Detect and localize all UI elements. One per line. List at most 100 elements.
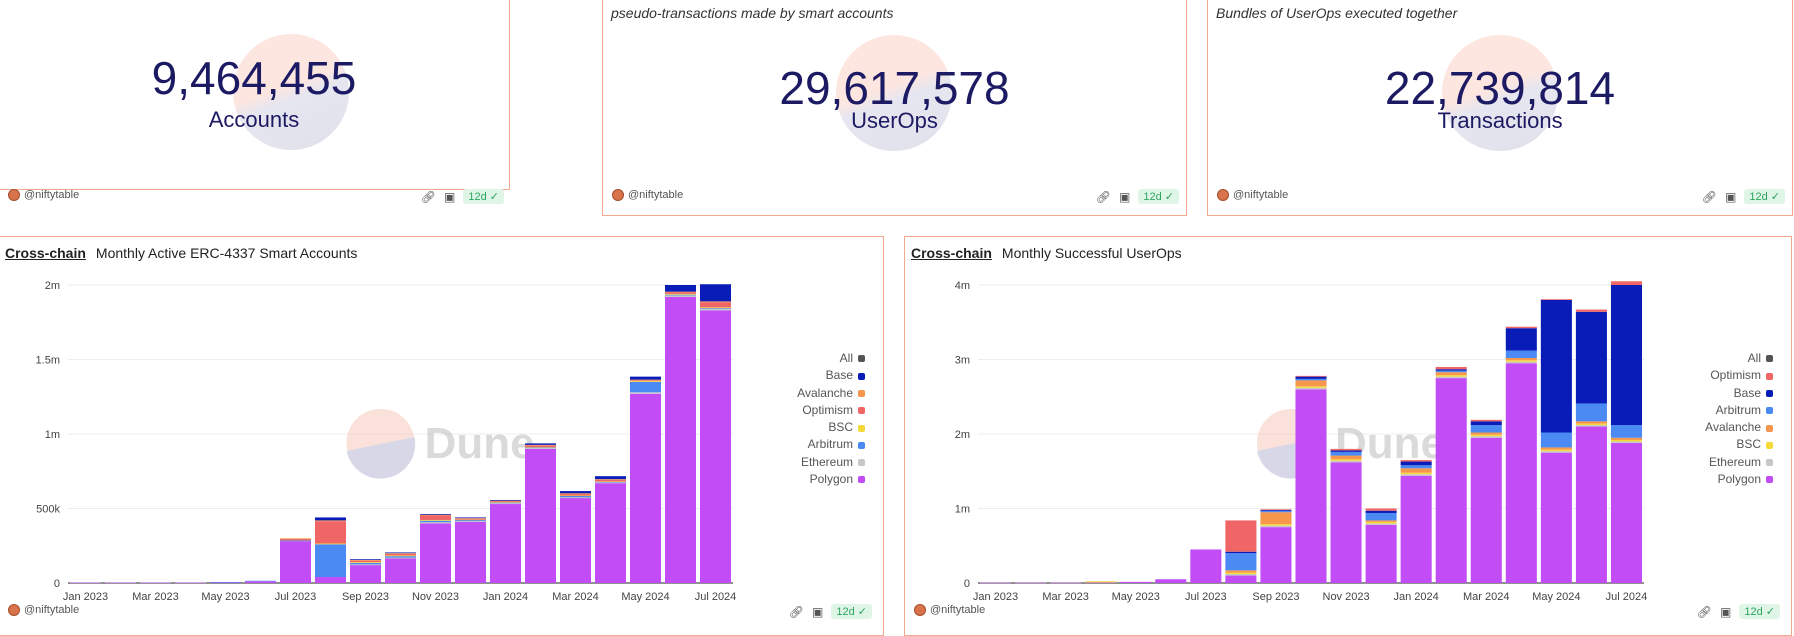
author-avatar[interactable] [8,604,20,617]
bar-segment-avalanche[interactable] [1505,358,1537,361]
bar-segment-polygon[interactable] [595,483,626,583]
bar-segment-ethereum[interactable] [665,295,696,297]
bar-segment-avalanche[interactable] [665,291,696,293]
author-avatar[interactable] [1217,189,1229,202]
bar-segment-avalanche[interactable] [1365,520,1397,522]
bar-segment-avalanche[interactable] [350,559,381,561]
bar-segment-optimism[interactable] [630,380,661,382]
bar-segment-ethereum[interactable] [700,308,731,311]
bar-segment-polygon[interactable] [455,521,486,583]
bar-segment-optimism[interactable] [420,515,451,520]
bar-segment-base[interactable] [1435,369,1467,371]
bar-segment-bsc[interactable] [560,495,591,497]
camera-icon[interactable]: ▣ [812,604,824,619]
bar-segment-polygon[interactable] [385,558,416,583]
bar-segment-base[interactable] [1505,328,1537,351]
bar-segment-arbitrum[interactable] [420,520,451,523]
bar-segment-optimism[interactable] [700,302,731,308]
bar-segment-bsc[interactable] [420,519,451,521]
bar-segment-avalanche[interactable] [1260,512,1292,525]
bar-segment-bsc[interactable] [700,307,731,309]
bar-segment-optimism[interactable] [1225,520,1257,552]
bar-segment-ethereum[interactable] [1225,574,1257,576]
bar-segment-ethereum[interactable] [1400,474,1432,476]
author-avatar[interactable] [8,189,20,202]
author-link[interactable]: @niftytable [24,189,80,202]
bar-segment-optimism[interactable] [280,539,311,541]
bar-segment-bsc[interactable] [1575,423,1607,426]
bar-segment-ethereum[interactable] [1610,441,1642,443]
bar-segment-bsc[interactable] [665,293,696,295]
bar-segment-bsc[interactable] [1470,434,1502,437]
bar-segment-base[interactable] [455,517,486,519]
bar-segment-optimism[interactable] [1260,509,1292,510]
bar-segment-arbitrum[interactable] [1295,378,1327,381]
bar-segment-base[interactable] [700,284,731,302]
bar-segment-polygon[interactable] [1610,442,1642,583]
bar-segment-avalanche[interactable] [630,379,661,381]
bar-segment-arbitrum[interactable] [350,562,381,565]
bar-segment-optimism[interactable] [350,560,381,563]
legend-item-base[interactable]: Base [759,367,865,384]
bar-segment-avalanche[interactable] [1575,421,1607,424]
bar-segment-arbitrum[interactable] [560,495,591,498]
legend-item-all[interactable]: All [1665,350,1773,367]
legend-item-polygon[interactable]: Polygon [759,471,865,488]
bar-segment-optimism[interactable] [665,292,696,294]
bar-segment-arbitrum[interactable] [1435,370,1467,373]
bar-segment-arbitrum[interactable] [665,294,696,296]
legend-item-ethereum[interactable]: Ethereum [759,454,865,471]
bar-segment-arbitrum[interactable] [1470,425,1502,433]
legend-item-avalanche[interactable]: Avalanche [759,385,865,402]
author-link[interactable]: @niftytable [628,189,684,202]
bar-segment-ethereum[interactable] [1295,387,1327,390]
chart-tab-cross-chain[interactable]: Cross-chain [911,245,992,261]
bar-segment-polygon[interactable] [280,541,311,583]
camera-icon[interactable]: ▣ [1119,189,1131,204]
bar-segment-base[interactable] [315,517,346,521]
bar-segment-optimism[interactable] [315,521,346,544]
bar-segment-bsc[interactable] [630,381,661,382]
bar-segment-bsc[interactable] [385,555,416,557]
bar-segment-arbitrum[interactable] [1540,432,1572,448]
bar-segment-bsc[interactable] [1435,375,1467,377]
bar-segment-arbitrum[interactable] [490,502,521,504]
legend-item-polygon[interactable]: Polygon [1665,471,1773,488]
bar-segment-ethereum[interactable] [1540,451,1572,453]
bar-segment-polygon[interactable] [630,393,661,583]
bar-segment-ethereum[interactable] [1435,376,1467,379]
refresh-age-badge[interactable]: 12d ✓ [1744,189,1785,204]
link-icon[interactable]: 🔗︎ [420,189,437,204]
refresh-age-badge[interactable]: 12d ✓ [1138,189,1179,204]
bar-segment-avalanche[interactable] [1400,468,1432,473]
camera-icon[interactable]: ▣ [1725,189,1737,204]
link-icon[interactable]: 🔗︎ [1701,189,1718,204]
chart-tab-cross-chain[interactable]: Cross-chain [5,245,86,261]
bar-segment-polygon[interactable] [1295,389,1327,583]
author-avatar[interactable] [612,189,624,202]
legend-item-ethereum[interactable]: Ethereum [1665,454,1773,471]
bar-segment-arbitrum[interactable] [280,540,311,542]
bar-segment-polygon[interactable] [700,310,731,583]
bar-segment-arbitrum[interactable] [385,556,416,558]
bar-segment-ethereum[interactable] [455,521,486,522]
bar-segment-ethereum[interactable] [525,448,556,449]
bar-segment-polygon[interactable] [1400,475,1432,583]
bar-segment-bsc[interactable] [1295,386,1327,388]
bar-segment-bsc[interactable] [1260,524,1292,526]
bar-segment-ethereum[interactable] [595,482,626,484]
bar-segment-optimism[interactable] [1330,448,1362,451]
legend-item-bsc[interactable]: BSC [1665,436,1773,453]
bar-segment-arbitrum[interactable] [1365,512,1397,521]
bar-segment-bsc[interactable] [1400,472,1432,475]
bar-segment-optimism[interactable] [525,445,556,448]
bar-segment-base[interactable] [1400,461,1432,466]
bar-segment-optimism[interactable] [1610,281,1642,285]
bar-segment-arbitrum[interactable] [1225,553,1257,571]
bar-segment-bsc[interactable] [455,519,486,521]
bar-segment-ethereum[interactable] [1575,425,1607,427]
bar-segment-polygon[interactable] [560,498,591,583]
author-link[interactable]: @niftytable [930,604,986,617]
bar-segment-polygon[interactable] [490,504,521,583]
bar-segment-optimism[interactable] [1295,375,1327,377]
